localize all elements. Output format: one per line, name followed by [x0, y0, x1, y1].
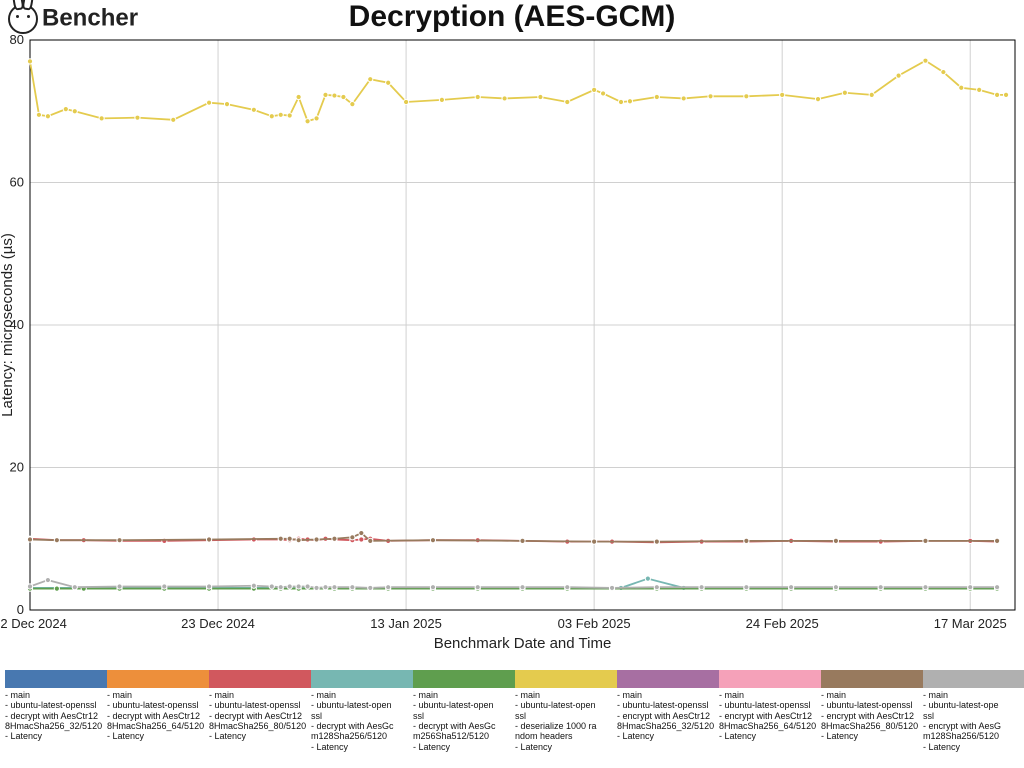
- legend: - main - ubuntu-latest-openssl - decrypt…: [5, 670, 1024, 768]
- svg-text:23 Dec 2024: 23 Dec 2024: [181, 616, 255, 631]
- legend-item[interactable]: - main - ubuntu-latest-openssl - encrypt…: [719, 670, 821, 768]
- legend-item[interactable]: - main - ubuntu-latest-openssl - encrypt…: [617, 670, 719, 768]
- svg-text:13 Jan 2025: 13 Jan 2025: [370, 616, 442, 631]
- legend-label: - main - ubuntu-latest-openssl - decrypt…: [209, 688, 311, 768]
- svg-text:Benchmark Date and Time: Benchmark Date and Time: [434, 635, 612, 652]
- legend-swatch: [311, 670, 413, 688]
- legend-item[interactable]: - main - ubuntu-latest-openssl - decrypt…: [5, 670, 107, 768]
- legend-label: - main - ubuntu-latest-openssl - encrypt…: [617, 688, 719, 768]
- svg-text:02 Dec 2024: 02 Dec 2024: [0, 616, 67, 631]
- legend-item[interactable]: - main - ubuntu-latest-openssl - decrypt…: [209, 670, 311, 768]
- legend-swatch: [107, 670, 209, 688]
- legend-label: - main - ubuntu-latest-openssl - decrypt…: [5, 688, 107, 768]
- legend-swatch: [617, 670, 719, 688]
- legend-item[interactable]: - main - ubuntu-latest-ope ssl - encrypt…: [923, 670, 1024, 768]
- svg-text:0: 0: [17, 602, 24, 617]
- legend-label: - main - ubuntu-latest-openssl - encrypt…: [821, 688, 923, 768]
- legend-label: - main - ubuntu-latest-openssl - decrypt…: [107, 688, 209, 768]
- legend-item[interactable]: - main - ubuntu-latest-openssl - decrypt…: [107, 670, 209, 768]
- legend-swatch: [413, 670, 515, 688]
- legend-item[interactable]: - main - ubuntu-latest-open ssl - deseri…: [515, 670, 617, 768]
- legend-item[interactable]: - main - ubuntu-latest-open ssl - decryp…: [413, 670, 515, 768]
- legend-swatch: [515, 670, 617, 688]
- legend-item[interactable]: - main - ubuntu-latest-openssl - encrypt…: [821, 670, 923, 768]
- legend-label: - main - ubuntu-latest-ope ssl - encrypt…: [923, 688, 1024, 768]
- legend-swatch: [5, 670, 107, 688]
- legend-label: - main - ubuntu-latest-open ssl - decryp…: [311, 688, 413, 768]
- legend-swatch: [209, 670, 311, 688]
- legend-label: - main - ubuntu-latest-open ssl - decryp…: [413, 688, 515, 768]
- legend-label: - main - ubuntu-latest-openssl - encrypt…: [719, 688, 821, 768]
- svg-text:03 Feb 2025: 03 Feb 2025: [558, 616, 631, 631]
- latency-chart: 02040608002 Dec 202423 Dec 202413 Jan 20…: [0, 0, 1024, 660]
- legend-swatch: [719, 670, 821, 688]
- svg-text:17 Mar 2025: 17 Mar 2025: [934, 616, 1007, 631]
- legend-swatch: [923, 670, 1024, 688]
- svg-text:Latency: microseconds (µs): Latency: microseconds (µs): [0, 233, 16, 417]
- legend-swatch: [821, 670, 923, 688]
- svg-text:80: 80: [10, 32, 24, 47]
- legend-item[interactable]: - main - ubuntu-latest-open ssl - decryp…: [311, 670, 413, 768]
- svg-text:60: 60: [10, 175, 24, 190]
- legend-label: - main - ubuntu-latest-open ssl - deseri…: [515, 688, 617, 768]
- svg-text:20: 20: [10, 460, 24, 475]
- svg-text:24 Feb 2025: 24 Feb 2025: [746, 616, 819, 631]
